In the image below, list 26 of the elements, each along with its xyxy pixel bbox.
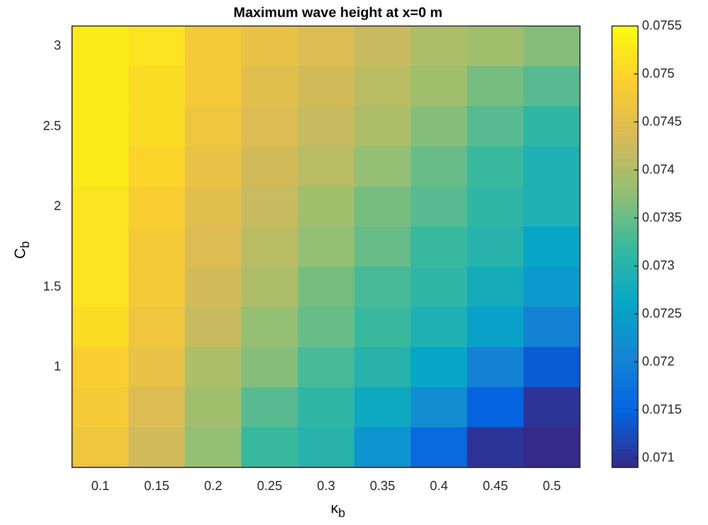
color-bar-label: 0.0745 [642, 114, 682, 129]
y-tick-label: 3 [54, 38, 62, 53]
color-bar-label: 0.071 [642, 449, 675, 464]
x-tick-label: 0.5 [542, 478, 561, 493]
x-tick-label: 0.4 [430, 478, 448, 493]
color-bar-label: 0.073 [642, 257, 675, 272]
x-tick-label: 0.15 [144, 478, 170, 493]
x-tick-label: 0.3 [316, 478, 336, 493]
y-tick-label: 2.5 [42, 118, 62, 133]
y-tick-label: 1 [54, 358, 62, 374]
y-tick-label: 2 [54, 198, 62, 214]
x-axis-title: κ$_{b}$ [330, 500, 346, 520]
color-bar-label: 0.0735 [642, 209, 682, 224]
x-tick-label: 0.45 [482, 478, 508, 493]
x-tick-label: 0.25 [256, 478, 282, 493]
color-bar-label: 0.0715 [642, 401, 682, 416]
color-bar-label: 0.0725 [642, 305, 682, 320]
x-tick-label: 0.2 [204, 478, 222, 493]
x-tick-label: 0.35 [370, 478, 396, 493]
x-tick-label: 0.1 [91, 478, 110, 493]
color-bar-label: 0.0755 [642, 18, 682, 33]
color-bar-label: 0.075 [642, 66, 675, 81]
y-tick-label: 1.5 [42, 278, 62, 294]
color-bar-label: 0.074 [642, 162, 675, 177]
color-bar-label: 0.072 [642, 353, 675, 368]
chart-title: Maximum wave height at x=0 m [232, 4, 444, 20]
